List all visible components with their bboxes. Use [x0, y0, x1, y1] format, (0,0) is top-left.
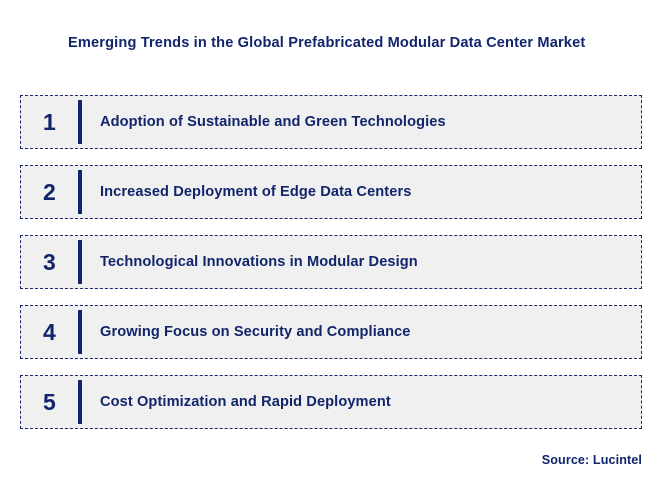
- vertical-divider: [78, 310, 82, 354]
- list-item: 4 Growing Focus on Security and Complian…: [20, 305, 642, 359]
- page-title: Emerging Trends in the Global Prefabrica…: [68, 35, 586, 51]
- trend-number: 3: [43, 249, 56, 275]
- vertical-divider: [78, 240, 82, 284]
- list-item: 1 Adoption of Sustainable and Green Tech…: [20, 95, 642, 149]
- trend-label: Increased Deployment of Edge Data Center…: [100, 184, 412, 200]
- list-item: 5 Cost Optimization and Rapid Deployment: [20, 375, 642, 429]
- list-item: 2 Increased Deployment of Edge Data Cent…: [20, 165, 642, 219]
- source-attribution: Source: Lucintel: [541, 453, 642, 467]
- trend-label: Adoption of Sustainable and Green Techno…: [100, 114, 446, 130]
- trend-label: Technological Innovations in Modular Des…: [100, 254, 418, 270]
- vertical-divider: [78, 380, 82, 424]
- trend-list: 1 Adoption of Sustainable and Green Tech…: [20, 95, 642, 429]
- vertical-divider: [78, 170, 82, 214]
- list-item: 3 Technological Innovations in Modular D…: [20, 235, 642, 289]
- vertical-divider: [78, 100, 82, 144]
- trend-label: Cost Optimization and Rapid Deployment: [100, 394, 391, 410]
- trend-number: 5: [43, 389, 56, 415]
- trend-label: Growing Focus on Security and Compliance: [100, 324, 411, 340]
- trend-number: 1: [43, 109, 56, 135]
- trend-number: 2: [43, 179, 56, 205]
- trend-number: 4: [43, 319, 56, 345]
